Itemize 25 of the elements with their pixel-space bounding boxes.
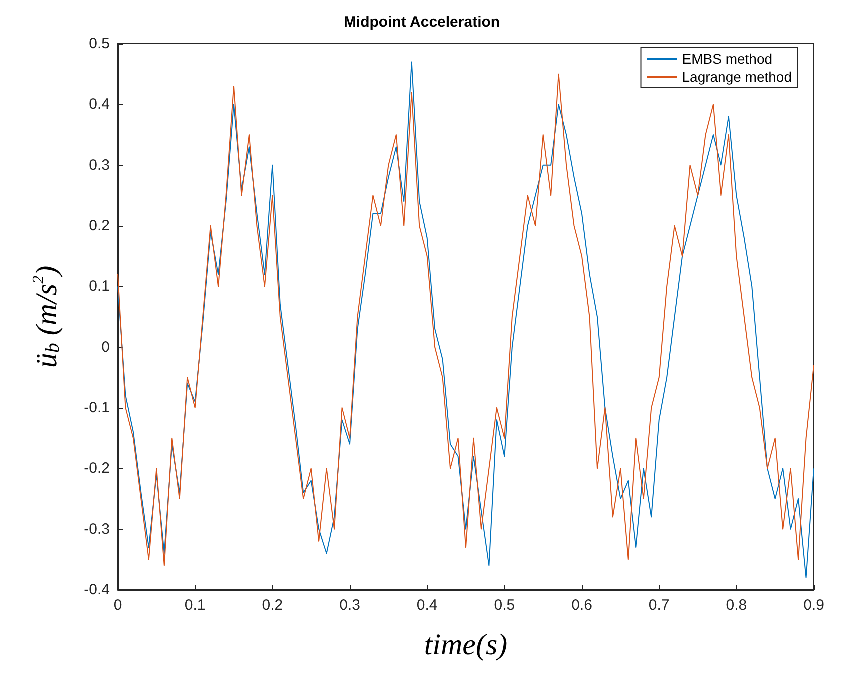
y-tick-label: -0.4: [84, 582, 110, 598]
x-tick-label: 0.9: [804, 597, 824, 614]
x-tick-label: 0.5: [494, 597, 516, 614]
x-tick-label: 0.6: [572, 597, 592, 614]
y-tick-label: -0.3: [84, 520, 110, 538]
x-tick-label: 0.1: [184, 597, 206, 614]
y-tick-label: 0: [102, 338, 110, 356]
y-axis-title: üb (m/s2): [30, 266, 64, 368]
x-tick-label: 0.4: [416, 597, 438, 614]
legend-label: Lagrange method: [682, 69, 792, 85]
y-tick-label: -0.2: [84, 460, 110, 478]
y-tick-label: 0.3: [89, 156, 110, 174]
x-tick-label: 0.2: [262, 597, 284, 614]
chart-title: Midpoint Acceleration: [344, 14, 500, 31]
y-tick-label: 0.4: [89, 96, 110, 114]
y-tick-label: 0.5: [89, 36, 110, 52]
y-tick-label: 0.2: [89, 218, 110, 234]
y-tick-label: 0.1: [89, 278, 110, 296]
x-tick-label: 0.7: [648, 597, 670, 614]
x-tick-label: 0: [114, 597, 122, 614]
y-tick-label: -0.1: [84, 400, 110, 416]
x-axis-title: time(s): [424, 628, 508, 662]
x-tick-label: 0.8: [726, 597, 748, 614]
legend-label: EMBS method: [682, 51, 773, 67]
x-tick-label: 0.3: [340, 597, 360, 614]
